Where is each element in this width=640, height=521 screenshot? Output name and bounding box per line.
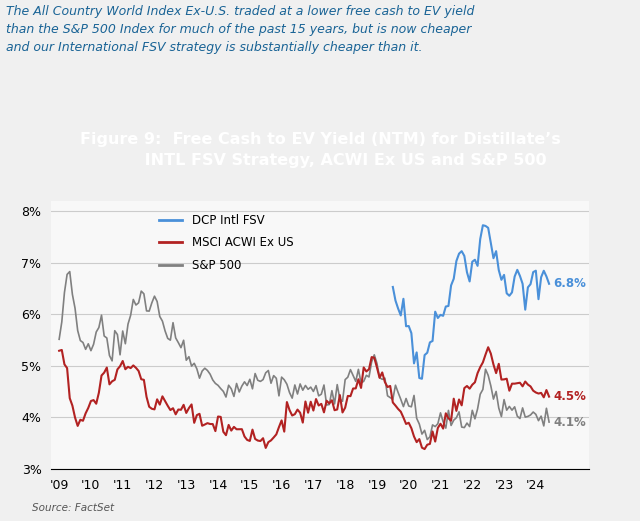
Text: Figure 9:  Free Cash to EV Yield (NTM) for Distillate’s
         INTL FSV Strate: Figure 9: Free Cash to EV Yield (NTM) fo… — [79, 132, 561, 168]
Text: 4.5%: 4.5% — [553, 390, 586, 403]
Legend: DCP Intl FSV, MSCI ACWI Ex US, S&P 500: DCP Intl FSV, MSCI ACWI Ex US, S&P 500 — [154, 209, 298, 277]
Text: The All Country World Index Ex-U.S. traded at a lower free cash to EV yield
than: The All Country World Index Ex-U.S. trad… — [6, 5, 475, 54]
Text: 4.1%: 4.1% — [553, 416, 586, 429]
Text: 6.8%: 6.8% — [553, 277, 586, 290]
Text: Source: FactSet: Source: FactSet — [32, 503, 114, 513]
